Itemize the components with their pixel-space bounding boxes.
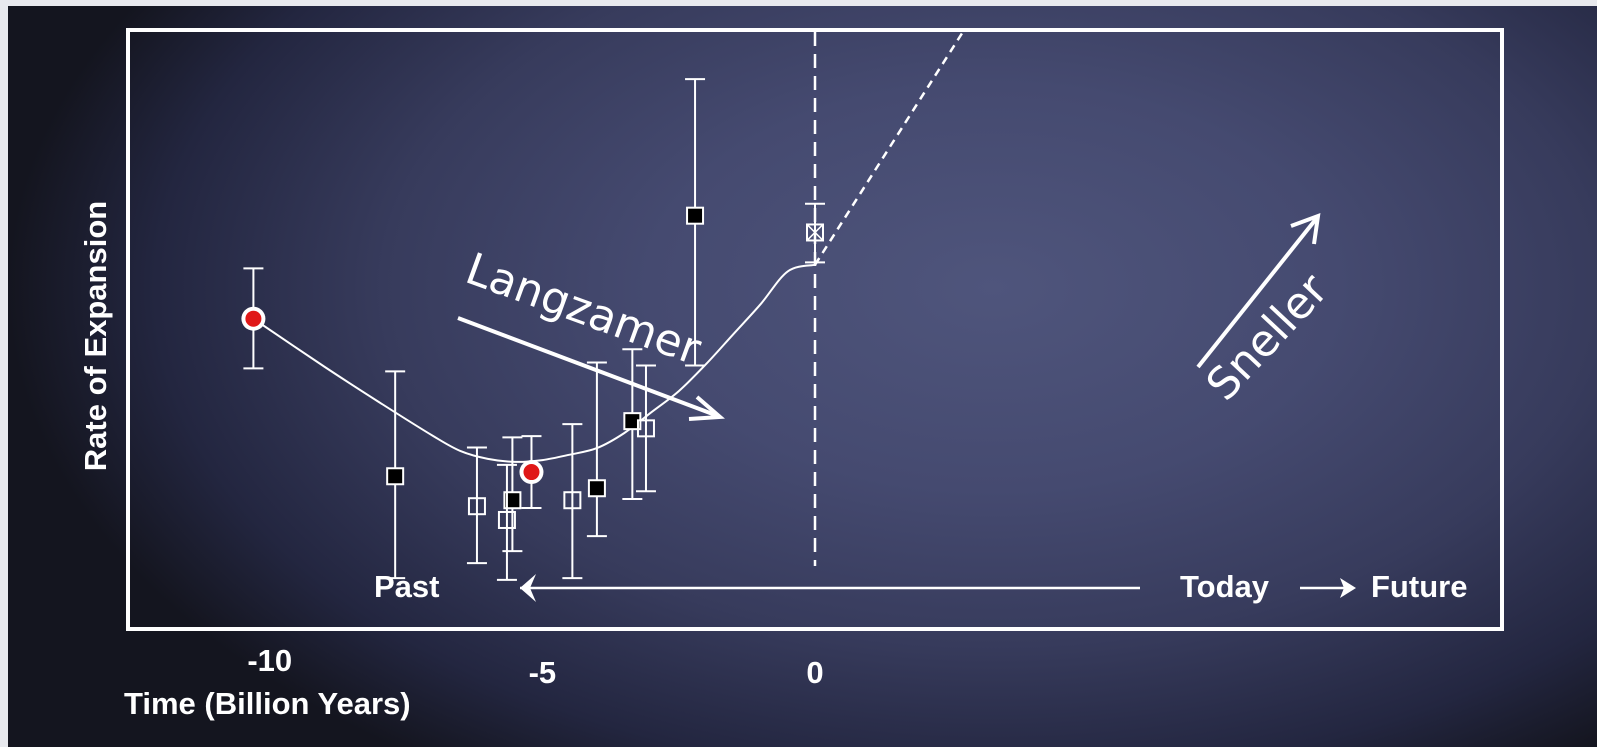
today-label: Today [1180,569,1270,604]
data-point-filled-square [685,78,706,367]
past-label: Past [374,569,439,604]
x-tick-label: 0 [806,655,823,690]
data-point-open-square [562,423,583,580]
marker-open-square [467,497,486,516]
slower-arrow-shaft [457,316,719,418]
x-tick-label: -5 [529,655,557,690]
data-point-filled-square [502,436,523,553]
marker-filled-square [503,491,522,510]
marker-crossed-square [806,223,824,242]
marker-filled-square [587,479,606,498]
past-arrow-head [520,574,536,602]
data-point-open-square [496,463,517,581]
x-tick-labels: -10 -5 0 [247,643,823,690]
data-points [241,78,825,581]
data-point-open-square [466,446,487,565]
slower-annotation: Langzamer [457,243,725,421]
data-point-red-circle [241,267,266,370]
marker-open-square [636,419,655,438]
future-trend-dashed-line [813,32,964,266]
data-point-filled-square [385,370,406,580]
data-point-red-circle [519,435,544,510]
marker-red-dot [523,464,540,481]
slower-arrow-head [688,395,725,421]
faster-arrow-shaft [1196,217,1318,369]
marker-red-dot [245,310,262,327]
marker-filled-square [386,467,405,486]
expansion-curve [252,263,816,463]
marker-open-square [497,510,516,529]
data-point-open-square [635,364,656,493]
x-tick-label: -10 [247,643,292,678]
marker-filled-square [686,206,705,225]
future-label: Future [1371,569,1467,604]
future-arrow-head [1340,578,1356,598]
faster-arrow-head [1290,212,1321,245]
marker-open-square [563,491,582,510]
data-point-crossed-square [805,202,825,264]
faster-label: Sneller [1197,264,1339,411]
data-point-filled-square [586,361,607,538]
y-axis-label: Rate of Expansion [78,201,113,471]
faster-annotation: Sneller [1196,212,1339,411]
plot-frame [126,28,1504,631]
slide-background: Rate of Expansion Time (Billion Years) -… [8,6,1597,747]
slower-label: Langzamer [459,243,708,375]
x-axis-label: Time (Billion Years) [124,686,411,721]
expansion-rate-chart: Rate of Expansion Time (Billion Years) -… [78,28,1504,721]
marker-cross [806,223,824,241]
data-point-filled-square [622,348,643,501]
